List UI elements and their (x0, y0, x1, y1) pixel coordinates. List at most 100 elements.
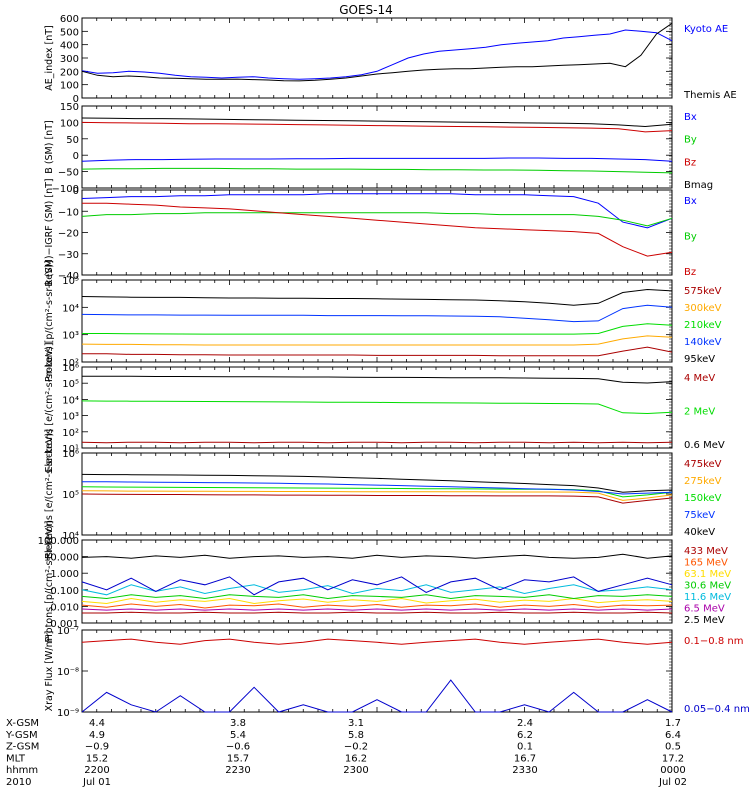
series-line-themis-ae (81, 22, 673, 82)
legend-entry: 300keV (684, 303, 722, 314)
ephemeris-table: X-GSM 4.4 3.8 3.1 2.4 1.7 Y-GSM 4.9 5.4 5.8 6.2 6.4… (5, 718, 687, 788)
ephemeris-value: 2330 (512, 765, 537, 776)
series-line-11-6-mev (81, 584, 673, 596)
legend-entry: 2.5 MeV (684, 615, 725, 626)
legend-entry: 150keV (684, 493, 722, 504)
y-axis-label: Xray Flux [W/m²] (44, 631, 55, 712)
legend-entry: 210keV (684, 320, 722, 331)
y-tick-label: 10⁵ (62, 379, 79, 390)
y-tick-label: 400 (60, 41, 79, 52)
series-line-bx (81, 193, 673, 229)
y-tick-label: 1.000 (50, 569, 79, 580)
y-tick-label: 100 (60, 81, 79, 92)
y-tick-label: −10 (58, 207, 79, 218)
y-axis-label: Protons [p/(cm²-s-sr-keV)] (44, 521, 55, 643)
y-tick-label: 10⁻⁹ (57, 708, 79, 719)
legend-entry: Bmag (684, 180, 713, 191)
legend-entry: 0.05−0.4 nm (684, 704, 750, 715)
series-line-433-mev (82, 611, 673, 614)
ephemeris-value: 5.8 (348, 730, 364, 741)
legend-entry: By (684, 232, 697, 243)
ephemeris-value: 6.2 (517, 730, 533, 741)
series-line-by (81, 212, 673, 227)
ephemeris-row-label: Z-GSM (6, 742, 39, 753)
y-axis-label: B (SM) [nT] (44, 120, 55, 173)
y-tick-label: 100.000 (38, 536, 79, 547)
legend-entry: 4 MeV (684, 373, 715, 384)
series-line-bmag (81, 117, 673, 128)
y-tick-label: 0 (73, 151, 79, 162)
series-line-75kev (81, 481, 673, 495)
panel-2: 150 100 50 0 −50 −100 B (SM) [nT] Bx By Bz Bmag (44, 102, 713, 195)
legend-entry: 30.6 MeV (684, 581, 731, 592)
y-axis-label: Electrons [e/(cm²-s-sr-keV)] (44, 342, 55, 472)
series-line-bz (82, 202, 673, 257)
legend-entry: 95keV (684, 354, 715, 365)
panel-3: 0 −10 −20 −30 −40B (SM)−IGRF (SM) [nT] Bx By Bz (44, 178, 697, 286)
ephemeris-value: 0000 (660, 765, 685, 776)
ephemeris-value: 2.4 (517, 718, 533, 729)
legend-entry: Bz (684, 267, 696, 278)
y-tick-label: 10³ (62, 412, 79, 423)
series-line-2-mev (81, 400, 673, 415)
series-line-unnamed (81, 576, 673, 596)
ephemeris-value: 1.7 (665, 718, 681, 729)
y-tick-label: 10² (62, 358, 79, 369)
ephemeris-value: 2230 (225, 765, 250, 776)
panel-4: 10⁵ 10⁴ 10³ 10² Protons [p/(cm²-s-sr-keV)] 57… (44, 260, 722, 382)
series-line-95kev (81, 288, 673, 306)
y-tick-label: 150 (60, 102, 79, 113)
ephemeris-value: 3.8 (230, 718, 246, 729)
series-line-bz (81, 121, 673, 133)
y-tick-label: 0 (73, 186, 79, 197)
series-line-bx (81, 157, 673, 162)
y-tick-label: −30 (58, 250, 79, 261)
y-tick-label: 0 (73, 94, 79, 105)
panel-5: 10⁶ 10⁵ 10⁴ 10³ 10² 10¹ Electrons [e/(cm²-s-sr… (44, 342, 725, 472)
y-tick-label: 200 (60, 67, 79, 78)
y-axis-label: Electrons [e/(cm²-s-sr-keV)] (44, 429, 55, 559)
ephemeris-value: −0.6 (226, 742, 250, 753)
panel-7: 100.000 10.000 1.000 0.100 0.010 0.001Protons… (38, 521, 732, 643)
panel-frame (81, 366, 673, 449)
legend-entry: Kyoto AE (684, 24, 728, 35)
legend-entry: By (684, 135, 697, 146)
y-tick-label: 0.100 (50, 586, 79, 597)
panel-frame (81, 17, 673, 99)
legend-entry: Bz (684, 157, 696, 168)
ephemeris-value: 15.2 (86, 753, 108, 764)
ephemeris-value: 16.7 (514, 753, 536, 764)
y-tick-label: 10⁶ (62, 449, 79, 460)
series-line-140kev (81, 304, 673, 323)
y-tick-label: 500 (60, 27, 79, 38)
series-line-63-1-mev (81, 597, 673, 605)
series-line-4-mev (81, 441, 673, 444)
y-tick-label: −50 (58, 168, 79, 179)
series-line-2-5-mev (81, 553, 673, 559)
y-tick-label: −20 (58, 229, 79, 240)
legend-entry: 433 MeV (684, 546, 728, 557)
y-tick-label: 100 (60, 118, 79, 129)
ephemeris-value: 17.2 (662, 753, 684, 764)
ephemeris-value: 3.1 (348, 718, 364, 729)
legend-entry: Bx (684, 112, 697, 123)
series-line-by (81, 167, 673, 174)
ephemeris-value: 5.4 (230, 730, 246, 741)
y-axis-label: B (SM)−IGRF (SM) [nT] (44, 178, 55, 286)
y-tick-label: 10⁴ (62, 531, 79, 542)
ephemeris-value: −0.2 (344, 742, 368, 753)
series-line-0-05-0-4-nm (81, 679, 673, 713)
y-tick-label: 10⁻⁷ (57, 626, 79, 637)
series-line-165-mev (81, 603, 673, 609)
y-tick-label: 10⁴ (62, 395, 79, 406)
y-tick-label: 600 (60, 14, 79, 25)
series-line-40kev (81, 473, 673, 493)
ephemeris-value: 4.4 (89, 718, 105, 729)
legend-entry: 75keV (684, 510, 715, 521)
legend-entry: 575keV (684, 286, 722, 297)
ephemeris-value: 2200 (84, 765, 109, 776)
panel-frame (81, 539, 673, 624)
